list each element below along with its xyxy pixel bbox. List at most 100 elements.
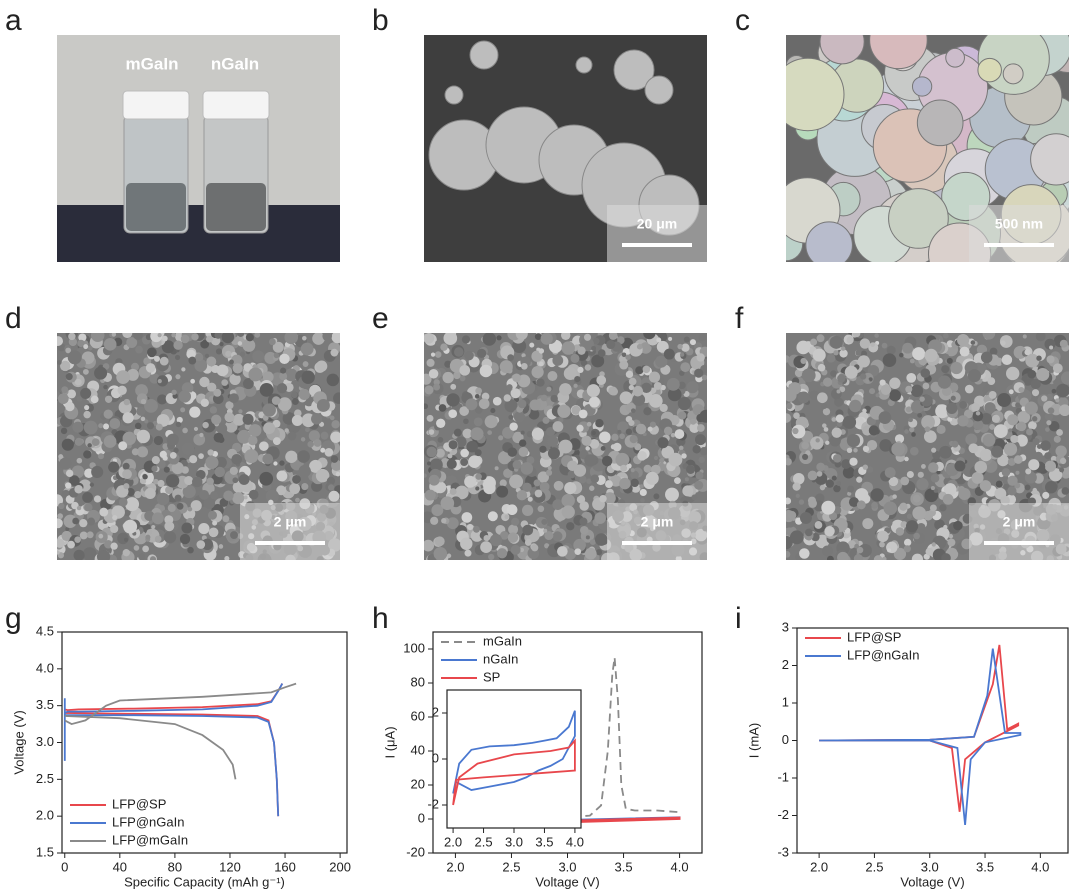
grain [848,497,859,508]
grain [216,423,228,435]
grain [797,391,810,404]
grain [259,441,269,451]
grain [792,482,801,491]
grain [814,521,823,529]
grain [823,427,829,432]
grain [122,412,134,424]
grain [466,440,478,453]
grain [996,406,1002,411]
panel-image: 20 μm [424,35,707,262]
grain [824,526,835,537]
grain [531,544,539,552]
grain [90,395,99,404]
grain [512,460,522,470]
x-tick-label: 160 [274,859,296,874]
grain [1025,353,1040,368]
grain [186,349,196,359]
grain [430,516,439,525]
grain [987,377,996,385]
grain [487,511,498,522]
grain [231,354,243,366]
grain [76,396,83,402]
grain [537,471,549,483]
grain [694,434,706,446]
grain [1007,414,1019,426]
grain [63,514,77,528]
grain [628,419,635,427]
grain [836,481,842,486]
grain [242,378,254,390]
grain [590,474,600,483]
legend-label: mGaIn [483,633,522,648]
grain [825,440,830,445]
particle [575,56,593,74]
grain [1052,363,1063,374]
grain [804,528,813,537]
grain [997,454,1009,467]
particle [869,35,928,70]
grain [453,371,461,380]
legend-label: LFP@mGaIn [112,832,188,847]
grain [156,413,170,427]
grain [808,499,817,508]
grain [268,338,276,346]
grain [474,394,480,399]
scale-bar-label: 2 μm [274,514,307,530]
grain [173,340,183,350]
grain [698,456,706,464]
grain [786,551,791,558]
grain [538,348,545,354]
grain [942,493,954,505]
grain [1032,416,1038,422]
grain [1045,427,1050,432]
grain [429,458,443,472]
grain [656,337,662,343]
grain [561,333,571,340]
panel-letter: a [5,4,22,37]
grain [446,517,459,530]
grain [859,338,871,349]
grain [594,533,608,546]
panel-letter: e [372,302,389,335]
panel-letter: g [5,602,22,635]
table [57,205,340,262]
grain [677,343,683,350]
grain [920,368,931,378]
grain [57,518,63,529]
grain [166,433,179,446]
grain [207,382,217,392]
grain [426,358,435,367]
grain [262,403,276,417]
grain [552,421,564,432]
grain [941,365,950,374]
scale-bar-label: 2 μm [1003,514,1036,530]
grain [663,348,675,360]
grain [943,483,957,496]
panel-letter: d [5,302,22,335]
grain [933,488,939,493]
grain [232,477,239,484]
grain [294,409,302,418]
scale-box [607,205,707,262]
grain [1049,345,1054,350]
grain [225,350,232,357]
grain [674,477,681,485]
grain [521,504,534,516]
grain [426,446,437,458]
image-content: 500 nm [786,35,1069,262]
y-tick-label: 4.5 [36,623,54,638]
grain [311,413,323,425]
grain [103,423,110,430]
grain [329,415,335,421]
grain [487,430,493,435]
grain [1048,420,1060,432]
grain [443,333,458,346]
grain [1055,398,1060,403]
y-tick-label: 4.0 [36,660,54,675]
grain [919,396,925,402]
grain [181,522,193,534]
grain [807,470,818,481]
grain [683,336,690,343]
grain [110,524,119,534]
data-line [64,682,297,780]
